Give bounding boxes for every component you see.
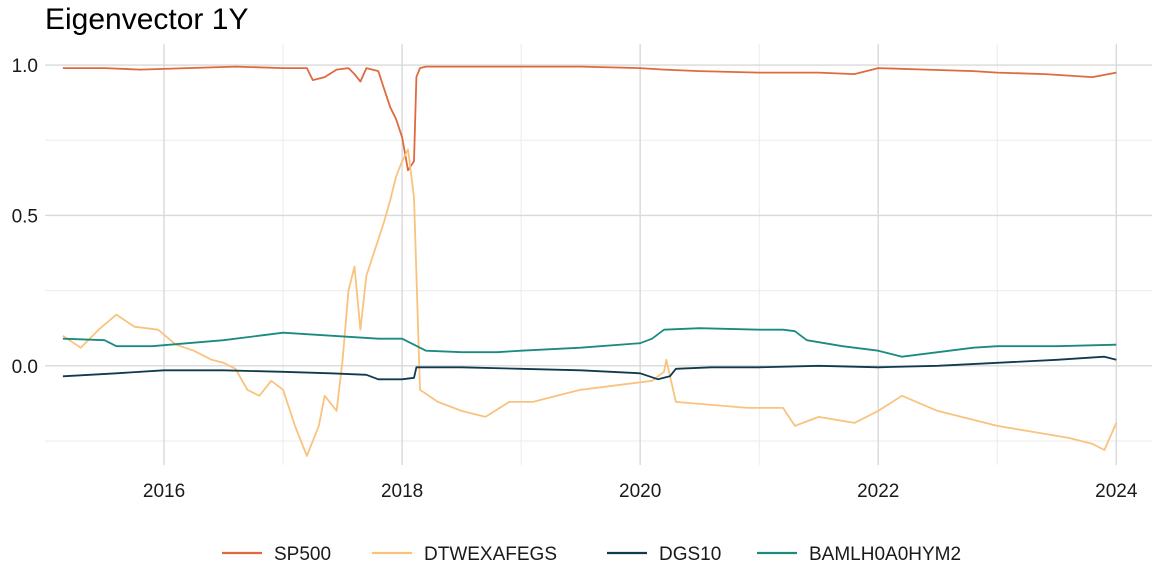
- legend-label: BAMLH0A0HYM2: [809, 544, 961, 565]
- series-line-sp500: [62, 65, 1117, 172]
- legend-item-bamlh0a0hym2: BAMLH0A0HYM2: [757, 544, 961, 565]
- y-tick-label: 1.0: [12, 56, 38, 77]
- legend-item-dgs10: DGS10: [607, 544, 721, 565]
- legend-item-sp500: SP500: [222, 544, 331, 565]
- x-tick-label: 2022: [857, 481, 899, 502]
- legend-label: DGS10: [659, 544, 721, 565]
- grid: [45, 44, 1152, 465]
- legend-label: DTWEXAFEGS: [424, 544, 557, 565]
- y-tick-label: 0.5: [12, 206, 38, 227]
- y-tick-label: 0.0: [12, 357, 38, 378]
- series-line-bamlh0a0hym2: [62, 327, 1117, 358]
- x-tick-label: 2018: [381, 481, 423, 502]
- series-line-dtwexafegs: [62, 148, 1118, 457]
- legend-label: SP500: [274, 544, 331, 565]
- chart-title: Eigenvector 1Y: [45, 3, 248, 36]
- legend: SP500 DTWEXAFEGS DGS10 BAMLH0A0HYM2: [222, 544, 961, 565]
- x-tick-label: 2016: [143, 481, 185, 502]
- legend-item-dtwexafegs: DTWEXAFEGS: [372, 544, 557, 565]
- series-line-dgs10: [62, 355, 1117, 381]
- x-tick-label: 2020: [619, 481, 661, 502]
- series-lines: [62, 65, 1118, 457]
- x-tick-label: 2024: [1095, 481, 1138, 502]
- axis-labels: 2016 2018 2020 2022 2024 0.0 0.5 1.0: [12, 56, 1138, 502]
